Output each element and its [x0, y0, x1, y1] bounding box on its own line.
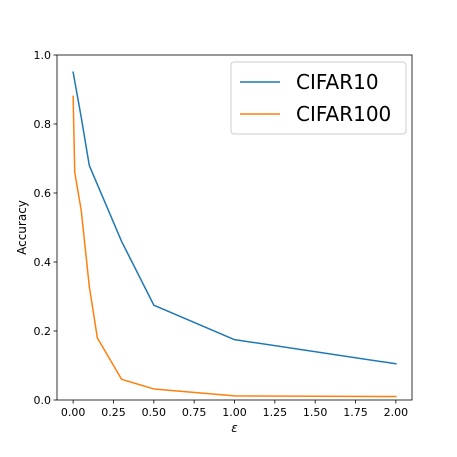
plot-area — [72, 71, 397, 398]
y-tick-label: 0.6 — [34, 187, 52, 200]
legend-label-cifar10: CIFAR10 — [296, 70, 379, 94]
x-tick-label: 0.50 — [142, 406, 167, 419]
x-tick-label: 1.75 — [343, 406, 368, 419]
x-tick-label: 0.75 — [182, 406, 207, 419]
series-line-cifar10 — [72, 71, 397, 365]
x-tick-label: 1.25 — [263, 406, 288, 419]
y-tick-label: 0.0 — [34, 394, 52, 407]
legend-box — [230, 61, 407, 135]
y-tick-label: 0.8 — [34, 118, 52, 131]
y-tick-label: 1.0 — [34, 49, 52, 62]
axes: 0.00 0.25 0.50 0.75 1.00 1.25 1.50 1.75 2.00 0.0 0… — [15, 49, 413, 435]
x-tick-label: 1.00 — [222, 406, 247, 419]
x-tick-label: 1.50 — [303, 406, 328, 419]
x-tick-label: 0.25 — [101, 406, 126, 419]
x-tick-label: 0.00 — [61, 406, 86, 419]
y-tick-label: 0.2 — [34, 325, 52, 338]
legend: CIFAR10 CIFAR100 — [230, 61, 407, 135]
x-axis-label: ε — [231, 421, 238, 435]
legend-label-cifar100: CIFAR100 — [296, 102, 391, 126]
y-tick-label: 0.4 — [34, 256, 52, 269]
y-axis-label: Accuracy — [15, 200, 29, 255]
series-line-cifar100 — [72, 95, 397, 398]
x-tick-label: 2.00 — [384, 406, 409, 419]
